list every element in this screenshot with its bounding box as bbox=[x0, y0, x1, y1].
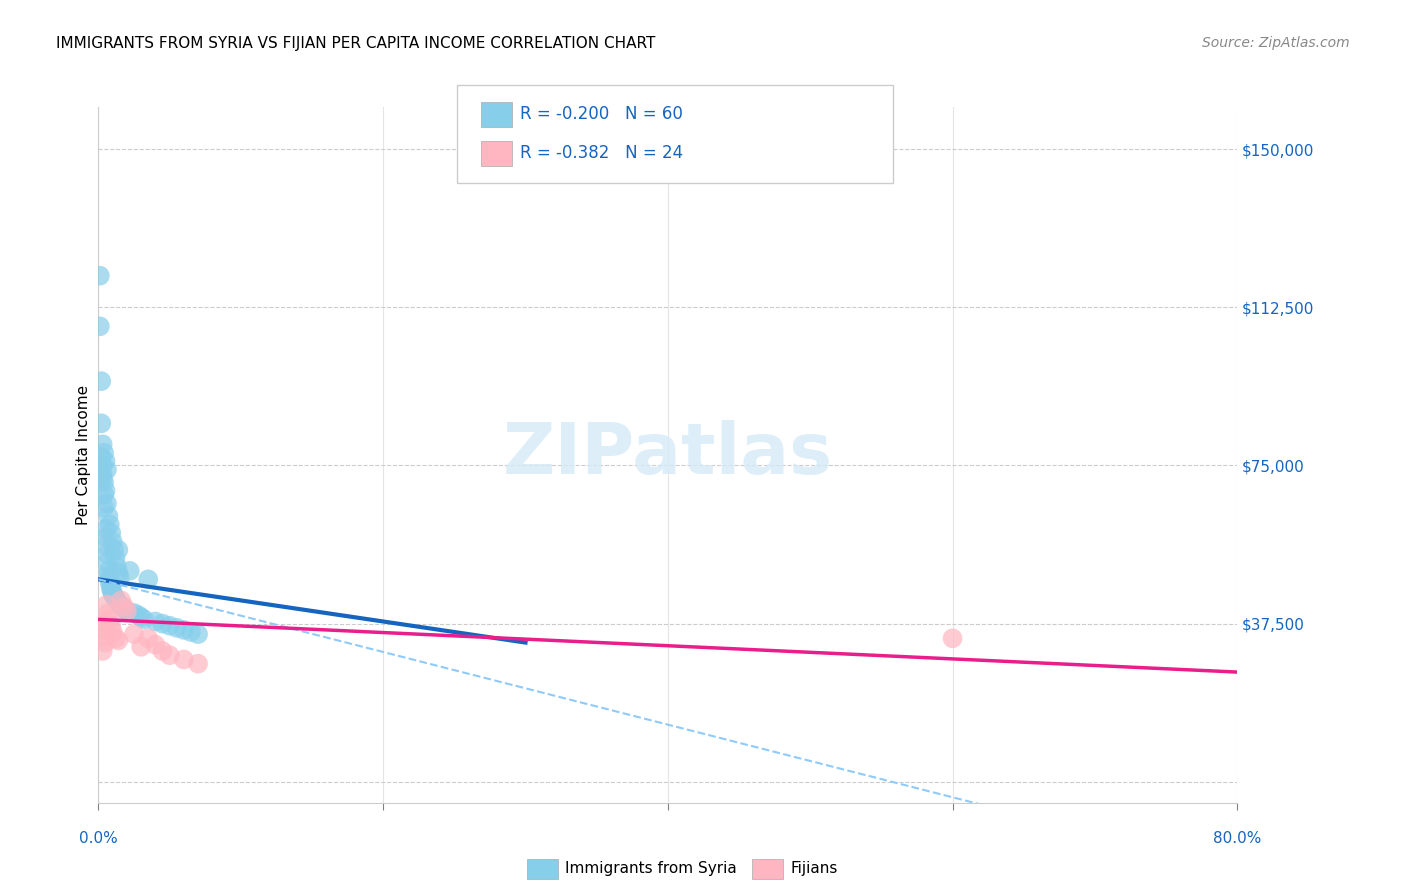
Point bbox=[105, 559, 128, 574]
Point bbox=[100, 582, 122, 597]
Point bbox=[89, 319, 111, 334]
Point bbox=[93, 488, 115, 502]
Point bbox=[96, 598, 118, 612]
Point bbox=[94, 530, 117, 544]
Point bbox=[91, 437, 114, 451]
Point bbox=[108, 598, 131, 612]
Point bbox=[107, 566, 129, 580]
Point bbox=[94, 454, 117, 468]
Point bbox=[98, 572, 121, 586]
Point bbox=[97, 568, 120, 582]
Point bbox=[91, 644, 114, 658]
Point bbox=[187, 657, 209, 671]
Point bbox=[101, 534, 124, 549]
Point bbox=[90, 450, 112, 464]
Point bbox=[101, 625, 124, 640]
Point bbox=[90, 417, 112, 431]
Point bbox=[159, 648, 181, 663]
Point bbox=[107, 633, 129, 648]
Point bbox=[90, 374, 112, 388]
Point bbox=[129, 610, 152, 624]
Text: R = -0.382   N = 24: R = -0.382 N = 24 bbox=[520, 145, 683, 162]
Point bbox=[104, 551, 127, 566]
Point bbox=[93, 446, 115, 460]
Point bbox=[100, 618, 122, 632]
Point bbox=[101, 587, 124, 601]
Point bbox=[180, 625, 202, 640]
Y-axis label: Per Capita Income: Per Capita Income bbox=[76, 384, 91, 525]
Point bbox=[97, 509, 120, 524]
Point bbox=[136, 572, 159, 586]
Point bbox=[94, 539, 117, 553]
Point bbox=[94, 483, 117, 498]
Point bbox=[145, 638, 167, 652]
Point bbox=[942, 632, 965, 646]
Point bbox=[173, 652, 195, 666]
Point bbox=[115, 604, 138, 618]
Point bbox=[105, 593, 128, 607]
Point bbox=[110, 599, 132, 614]
Text: Immigrants from Syria: Immigrants from Syria bbox=[565, 862, 737, 876]
Point bbox=[97, 564, 120, 578]
Point bbox=[104, 591, 127, 606]
Point bbox=[103, 589, 125, 603]
Point bbox=[94, 522, 117, 536]
Point bbox=[96, 463, 118, 477]
Point bbox=[90, 615, 112, 629]
Text: Source: ZipAtlas.com: Source: ZipAtlas.com bbox=[1202, 36, 1350, 50]
Point bbox=[101, 585, 124, 599]
Point bbox=[91, 623, 114, 637]
Point bbox=[94, 635, 117, 649]
Text: Fijians: Fijians bbox=[790, 862, 838, 876]
Point bbox=[96, 547, 118, 561]
Point bbox=[107, 542, 129, 557]
Point bbox=[100, 581, 122, 595]
Point bbox=[159, 618, 181, 632]
Point bbox=[152, 644, 174, 658]
Point bbox=[136, 632, 159, 646]
Point bbox=[108, 570, 131, 584]
Point bbox=[112, 599, 135, 614]
Point bbox=[166, 621, 188, 635]
Point bbox=[91, 471, 114, 485]
Point bbox=[103, 542, 125, 557]
Point bbox=[93, 500, 115, 515]
Point bbox=[152, 616, 174, 631]
Point bbox=[91, 458, 114, 473]
Point bbox=[98, 576, 121, 591]
Point bbox=[122, 627, 145, 641]
Point bbox=[96, 556, 118, 570]
Point bbox=[93, 475, 115, 490]
Point bbox=[100, 525, 122, 540]
Point bbox=[122, 606, 145, 620]
Point bbox=[93, 629, 115, 643]
Text: R = -0.200   N = 60: R = -0.200 N = 60 bbox=[520, 105, 683, 123]
Point bbox=[127, 608, 149, 623]
Point bbox=[98, 517, 121, 532]
Point bbox=[187, 627, 209, 641]
Point bbox=[110, 593, 132, 607]
Point bbox=[97, 606, 120, 620]
Point bbox=[132, 612, 155, 626]
Point bbox=[98, 612, 121, 626]
Point bbox=[118, 564, 141, 578]
Point bbox=[104, 632, 127, 646]
Point bbox=[115, 604, 138, 618]
Text: ZIPatlas: ZIPatlas bbox=[503, 420, 832, 490]
Point bbox=[129, 640, 152, 654]
Text: 80.0%: 80.0% bbox=[1213, 830, 1261, 846]
Point bbox=[173, 623, 195, 637]
Point bbox=[91, 467, 114, 481]
Point bbox=[89, 268, 111, 283]
Text: IMMIGRANTS FROM SYRIA VS FIJIAN PER CAPITA INCOME CORRELATION CHART: IMMIGRANTS FROM SYRIA VS FIJIAN PER CAPI… bbox=[56, 36, 655, 51]
Point bbox=[145, 615, 167, 629]
Point bbox=[96, 496, 118, 510]
Point bbox=[112, 602, 135, 616]
Text: 0.0%: 0.0% bbox=[79, 830, 118, 846]
